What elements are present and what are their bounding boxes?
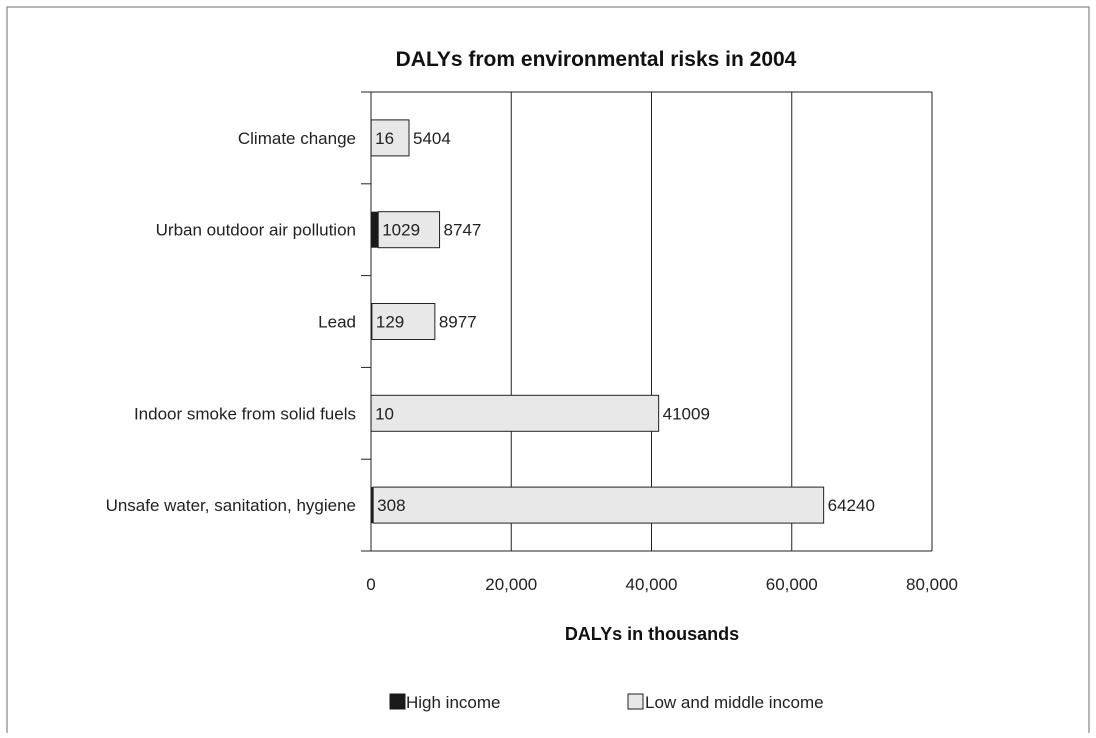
legend-label-high-income: High income <box>406 693 501 712</box>
data-label-low-middle-income-1: 8747 <box>444 221 482 240</box>
category-label-3: Indoor smoke from solid fuels <box>134 404 356 423</box>
data-label-low-middle-income-4: 64240 <box>828 496 875 515</box>
x-tick-label-0: 0 <box>366 575 375 594</box>
category-label-1: Urban outdoor air pollution <box>156 221 356 240</box>
data-label-high-income-4: 308 <box>377 496 405 515</box>
bar-low-middle-income-0 <box>370 119 410 157</box>
chart-title: DALYs from environmental risks in 2004 <box>396 48 797 71</box>
legend-swatch-low-middle-income <box>627 693 644 710</box>
bar-high-income-4 <box>371 487 374 524</box>
data-label-low-middle-income-2: 8977 <box>439 313 477 332</box>
data-label-high-income-0: 16 <box>375 129 394 148</box>
data-label-low-middle-income-3: 41009 <box>663 404 710 423</box>
x-axis-title: DALYs in thousands <box>565 624 739 644</box>
axes: 0 20,000 40,000 60,000 80,000 Climate change U… <box>106 91 958 594</box>
category-label-4: Unsafe water, sanitation, hygiene <box>106 496 356 515</box>
data-label-high-income-2: 129 <box>376 313 404 332</box>
bars: 16 5404 1029 8747 129 8977 10 41009 308 64240 <box>370 119 875 524</box>
data-label-low-middle-income-0: 5404 <box>413 129 451 148</box>
x-tick-label-3: 60,000 <box>766 575 818 594</box>
grid-lines <box>371 91 933 551</box>
x-tick-label-4: 80,000 <box>906 575 958 594</box>
data-label-high-income-1: 1029 <box>382 221 420 240</box>
bar-low-middle-income-3 <box>370 394 660 432</box>
figure-border <box>6 6 1090 733</box>
bar-low-middle-income-1 <box>377 211 441 249</box>
x-tick-label-1: 20,000 <box>485 575 537 594</box>
legend: High income Low and middle income <box>389 693 824 712</box>
legend-label-low-middle-income: Low and middle income <box>645 693 824 712</box>
legend-swatch-high-income <box>389 693 406 710</box>
category-label-0: Climate change <box>238 129 356 148</box>
x-tick-label-2: 40,000 <box>626 575 678 594</box>
bar-low-middle-income-2 <box>371 303 436 340</box>
bar-low-middle-income-4 <box>372 486 825 524</box>
category-label-2: Lead <box>318 313 356 332</box>
bar-high-income-1 <box>371 211 379 248</box>
data-label-high-income-3: 10 <box>375 404 394 423</box>
